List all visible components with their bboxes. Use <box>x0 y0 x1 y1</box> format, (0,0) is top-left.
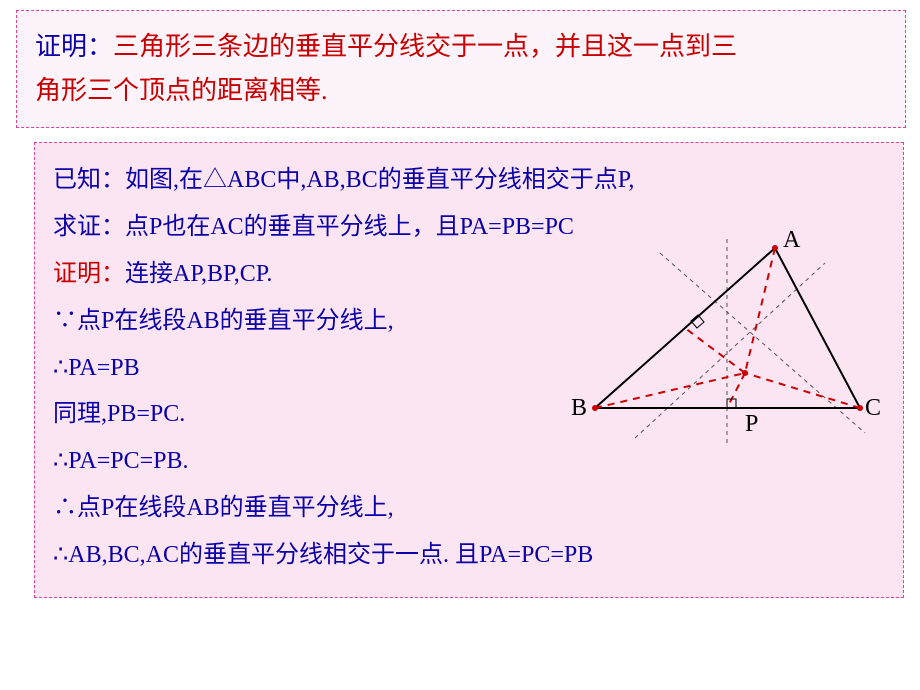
vertex-a-dot <box>772 245 778 251</box>
proof-given: 已知：如图,在△ABC中,AB,BC的垂直平分线相交于点P, <box>53 157 885 204</box>
theorem-statement-l1: 三角形三条边的垂直平分线交于一点，并且这一点到三 <box>113 32 737 61</box>
proof-step-6: ∴AB,BC,AC的垂直平分线相交于一点. 且PA=PC=PB <box>53 532 885 579</box>
bisector-ac <box>660 253 865 433</box>
segment-cp <box>745 373 860 408</box>
label-b: B <box>571 395 587 422</box>
vertex-c-dot <box>857 405 863 411</box>
pm-ab <box>685 328 745 373</box>
theorem-statement-l2: 角形三个顶点的距离相等. <box>35 76 328 105</box>
proof-step-5: ∴点P在线段AB的垂直平分线上, <box>53 485 885 532</box>
segment-ap <box>745 248 775 373</box>
label-p: P <box>745 411 758 438</box>
triangle-svg <box>565 233 885 453</box>
point-p-dot <box>742 370 748 376</box>
proof-label: 证明： <box>53 261 125 287</box>
proof-box: 已知：如图,在△ABC中,AB,BC的垂直平分线相交于点P, 求证：点P也在AC… <box>34 142 904 597</box>
theorem-box: 证明：三角形三条边的垂直平分线交于一点，并且这一点到三 角形三个顶点的距离相等. <box>16 10 906 128</box>
vertex-b-dot <box>592 405 598 411</box>
segment-bp <box>595 373 745 408</box>
theorem-label: 证明： <box>35 32 113 61</box>
triangle-diagram: A B C P <box>565 233 885 453</box>
label-a: A <box>783 227 800 254</box>
proof-connect: 连接AP,BP,CP. <box>125 261 272 287</box>
label-c: C <box>865 395 881 422</box>
